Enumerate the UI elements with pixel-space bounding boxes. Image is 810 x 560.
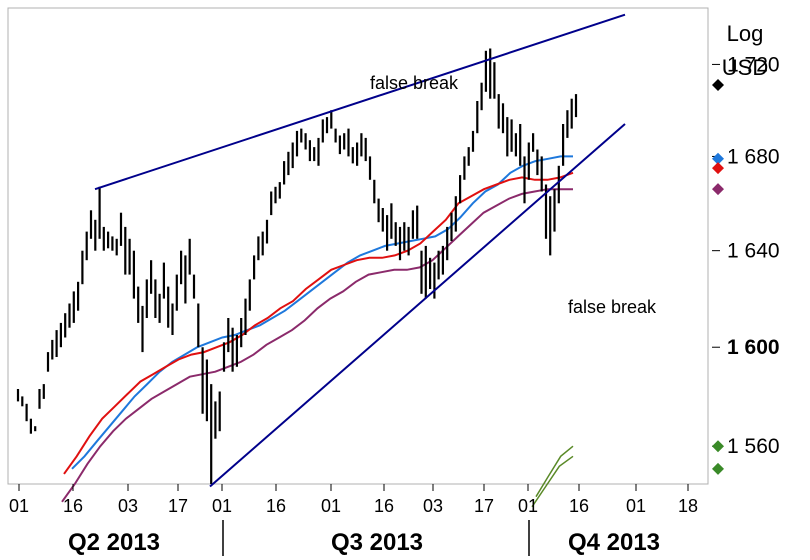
annotation-false-break-bottom: false break [568, 297, 657, 317]
upper-trendline [94, 13, 626, 191]
moving-average-purple [61, 188, 573, 503]
x-tick-label: 03 [118, 496, 138, 516]
x-tick-label: 16 [374, 496, 394, 516]
trendlines [94, 13, 626, 488]
x-tick-label: 17 [168, 496, 188, 516]
y-tick-label: 1 720 [727, 53, 780, 76]
y-tick-label: 1 560 [727, 435, 780, 458]
lower-trendline [209, 123, 626, 488]
y-axis-label-line2: USD [722, 55, 768, 80]
x-tick-label: 01 [626, 496, 646, 516]
quarter-label-q2: Q2 2013 [68, 529, 160, 556]
moving-average-blue [71, 155, 573, 470]
x-tick-label: 01 [321, 496, 341, 516]
x-tick-label: 16 [63, 496, 83, 516]
x-tick-label: 16 [569, 496, 589, 516]
x-tick-label: 01 [9, 496, 29, 516]
value-marker [712, 78, 724, 91]
value-marker [712, 440, 724, 453]
y-axis-label-line1: Log [727, 21, 764, 46]
x-tick-label: 03 [423, 496, 443, 516]
price-bars [16, 48, 578, 484]
x-tick-label: 17 [474, 496, 494, 516]
value-marker [712, 183, 724, 196]
moving-average-green-lower [531, 455, 574, 508]
x-tick-label: 16 [266, 496, 286, 516]
value-marker [712, 462, 724, 475]
y-tick-label: 1 680 [727, 145, 780, 168]
quarter-label-q4: Q4 2013 [568, 529, 660, 556]
y-tick-label: 1 640 [727, 240, 780, 263]
value-marker [712, 162, 724, 175]
x-tick-label: 18 [678, 496, 698, 516]
right-axis-markers [712, 78, 724, 475]
quarter-label-q3: Q3 2013 [331, 529, 423, 556]
value-marker [712, 152, 724, 165]
moving-average-red [63, 171, 574, 475]
y-tick-label: 1 600 [727, 336, 780, 359]
axes: 01 16 03 17 01 16 01 16 03 17 01 16 01 18 1 560 1 600 1 … [9, 53, 780, 516]
x-tick-label: 01 [212, 496, 232, 516]
annotation-false-break-top: false break [370, 73, 459, 93]
x-tick-label: 01 [518, 496, 538, 516]
moving-average-green-upper [535, 445, 574, 498]
moving-averages [61, 155, 574, 508]
